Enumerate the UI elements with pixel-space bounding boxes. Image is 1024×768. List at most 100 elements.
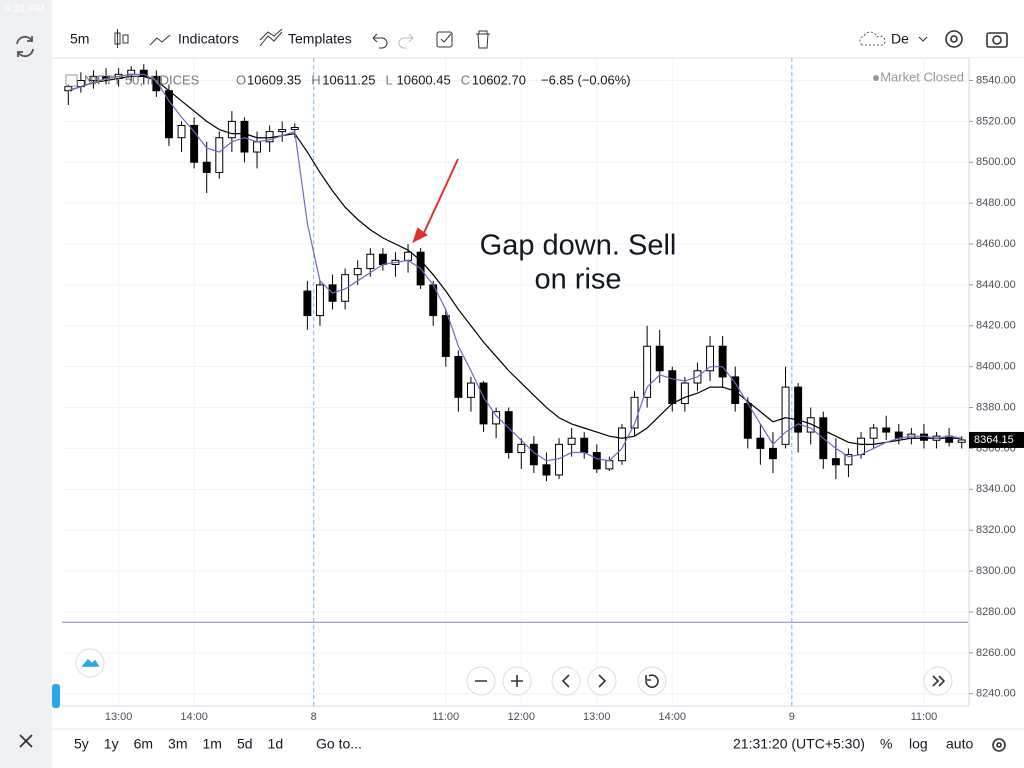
goto-button[interactable]: Go to... — [316, 736, 362, 752]
candle-body — [668, 370, 677, 404]
candle-body — [831, 458, 840, 466]
chart-type-button[interactable] — [114, 29, 129, 48]
interval-button[interactable]: 5m — [70, 31, 89, 47]
range-button[interactable]: 6m — [134, 736, 153, 752]
close-button[interactable] — [19, 734, 33, 748]
market-status: Market Closed — [880, 69, 964, 84]
candle-body — [919, 433, 928, 441]
legend-key: H — [311, 72, 320, 87]
y-tick-label: 8420.00 — [976, 320, 1016, 332]
candle-body — [253, 141, 262, 153]
layout-icon — [859, 31, 886, 46]
candle-body — [857, 437, 866, 456]
percent-toggle[interactable]: % — [880, 736, 892, 752]
candle-body — [844, 454, 853, 466]
candle-body — [504, 411, 513, 454]
y-tick-label: 8300.00 — [976, 565, 1016, 577]
templates-icon — [259, 28, 283, 47]
undo-button[interactable] — [372, 33, 388, 49]
legend-key: L — [386, 72, 393, 87]
x-tick-label: 14:00 — [180, 711, 208, 723]
snapshot-button[interactable] — [986, 32, 1008, 48]
delete-button[interactable] — [476, 30, 490, 49]
y-tick-label: 8260.00 — [976, 647, 1016, 659]
candle-body — [441, 315, 450, 357]
candle-body — [882, 427, 891, 433]
candle-body — [756, 437, 765, 449]
chart: 8240.00 8260.00 8280.00 8300.00 8320.00 8340.… — [62, 58, 1024, 723]
range-button[interactable]: 1y — [104, 736, 119, 752]
candle-body — [315, 284, 324, 317]
refresh-button[interactable] — [16, 35, 34, 58]
candle-body — [240, 120, 249, 153]
y-tick-label: 8440.00 — [976, 279, 1016, 291]
candle-body — [592, 452, 601, 470]
y-tick-label: 8320.00 — [976, 524, 1016, 536]
y-tick-label: 8380.00 — [976, 401, 1016, 413]
redo-button[interactable] — [398, 33, 414, 49]
candle-body — [366, 253, 375, 270]
moving-average — [68, 73, 962, 462]
range-button[interactable]: 1d — [268, 736, 284, 752]
price-label: 8364.15 — [974, 434, 1014, 446]
settings-button[interactable] — [945, 30, 963, 48]
price-label-box — [969, 431, 1024, 448]
candle-body — [617, 427, 626, 462]
candle-body — [404, 251, 413, 261]
scroll-right-button[interactable] — [587, 666, 617, 696]
candle-body — [479, 382, 488, 425]
range-button[interactable]: 5y — [74, 736, 89, 752]
candle-body — [278, 129, 287, 133]
y-tick-label: 8460.00 — [976, 238, 1016, 250]
indicators-icon — [149, 34, 171, 46]
x-tick-label: 13:00 — [583, 711, 611, 723]
x-tick-label: 13:00 — [105, 711, 133, 723]
sidebar — [0, 0, 52, 768]
x-tick-label: 14:00 — [659, 711, 687, 723]
x-tick-label: 9 — [789, 711, 795, 723]
range-button[interactable]: 5d — [237, 736, 253, 752]
status-time: 9:31 PM — [4, 3, 45, 15]
layout-button[interactable]: De — [891, 31, 909, 47]
side-toggle[interactable] — [52, 684, 60, 708]
legend-value: 10609.35 — [247, 72, 301, 87]
candle-body — [290, 127, 299, 131]
y-tick-label: 8400.00 — [976, 361, 1016, 373]
templates-button[interactable]: Templates — [288, 31, 352, 47]
x-tick-label: 11:00 — [432, 711, 459, 723]
x-tick-label: 12:00 — [508, 711, 536, 723]
reset-button[interactable] — [637, 666, 667, 696]
candle-body — [869, 427, 878, 439]
legend-value: 10600.45 — [397, 72, 451, 87]
alert-button[interactable] — [436, 31, 453, 48]
legend-symbol: NIFTY 50, INDICES — [84, 72, 200, 87]
moving-average — [68, 75, 962, 445]
scale-settings-button[interactable] — [992, 738, 1006, 752]
candle-body — [341, 274, 350, 302]
range-buttons: 5y 1y 6m 3m 1m 5d 1d — [74, 736, 283, 752]
zoom-controls — [75, 648, 953, 696]
candle-body — [542, 464, 551, 476]
legend-value: 10611.25 — [322, 72, 375, 87]
indicators-button[interactable]: Indicators — [178, 31, 239, 47]
candle-body — [454, 355, 463, 398]
candle-body — [567, 437, 576, 445]
candle-body — [177, 124, 186, 139]
x-tick-label: 8 — [311, 711, 317, 723]
log-toggle[interactable]: log — [909, 736, 928, 752]
range-button[interactable]: 3m — [168, 736, 187, 752]
candle-body — [706, 345, 715, 372]
candle-body — [89, 75, 98, 81]
legend-icon — [65, 74, 78, 87]
price-axis — [969, 58, 1024, 706]
legend: NIFTY 50, INDICES O 10609.35 H 10611.25 L 106… — [65, 69, 964, 87]
y-tick-label: 8500.00 — [976, 156, 1016, 168]
auto-toggle[interactable]: auto — [946, 736, 973, 752]
range-button[interactable]: 1m — [203, 736, 222, 752]
y-tick-label: 8280.00 — [976, 606, 1016, 618]
candle-body — [492, 411, 501, 425]
candle-body — [957, 439, 966, 443]
legend-key: O — [236, 72, 246, 87]
scroll-left-button[interactable] — [551, 666, 581, 696]
